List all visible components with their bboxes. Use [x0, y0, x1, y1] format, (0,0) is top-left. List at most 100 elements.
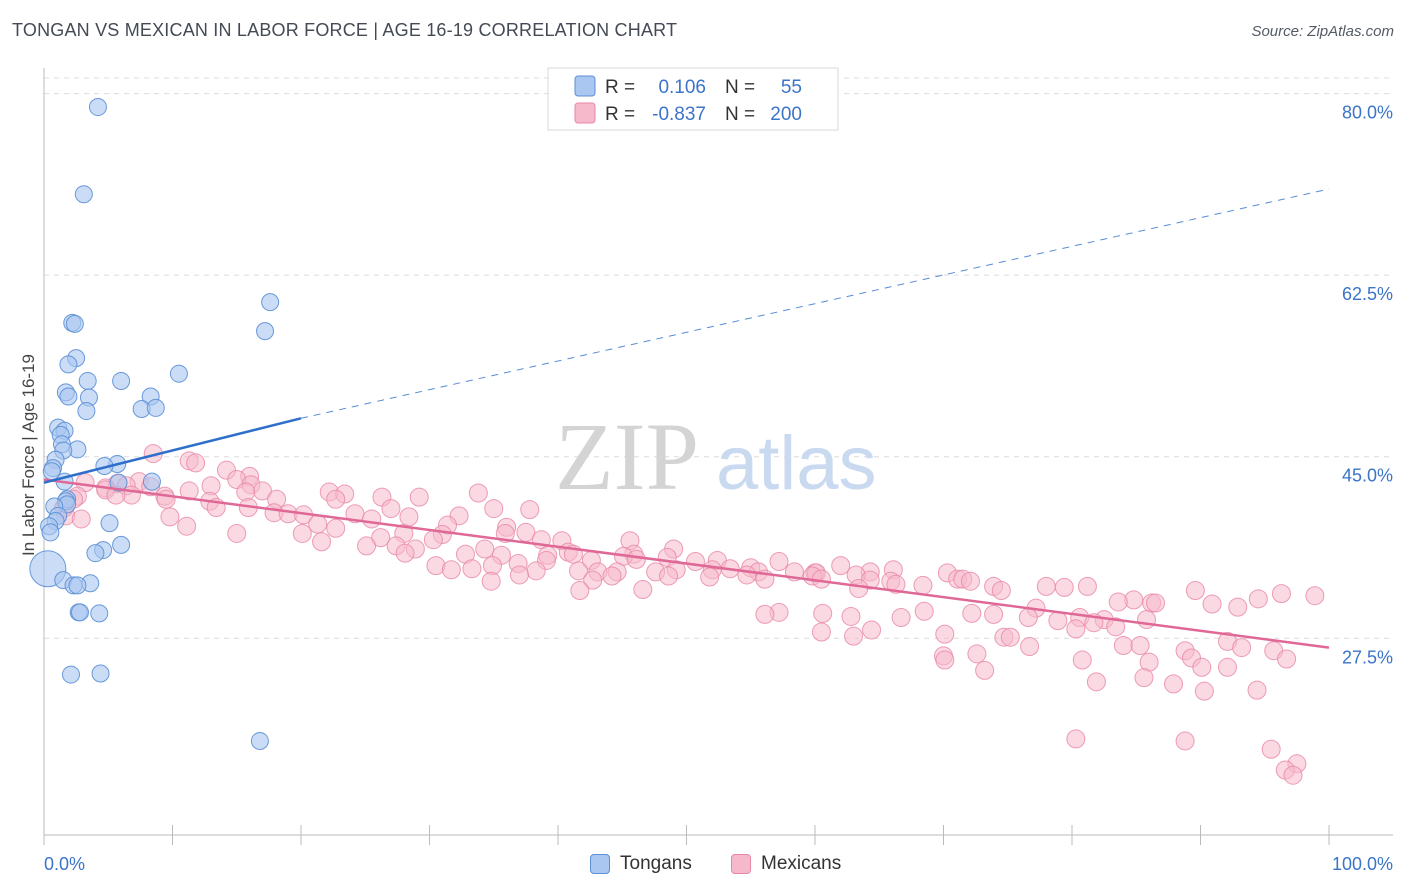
tongan-legend-swatch: [574, 75, 596, 97]
mexican-point: [1277, 649, 1297, 669]
mexican-point: [811, 622, 831, 642]
y-tick-label: 62.5%: [1342, 284, 1393, 304]
mexican-point: [1137, 610, 1157, 630]
legend-label-mexicans: Mexicans: [761, 853, 842, 874]
mexican-point: [156, 489, 176, 509]
stats-legend-box: [547, 67, 839, 131]
mexican-point: [841, 606, 861, 626]
mexican-point: [962, 603, 982, 623]
mexican-point: [227, 523, 247, 543]
tongan-point: [70, 603, 89, 622]
mexican-point: [1217, 657, 1237, 677]
mexican-point: [1146, 593, 1166, 613]
mexican-point: [1164, 674, 1184, 694]
trend-lines: [43, 188, 1330, 649]
mexican-point: [399, 507, 419, 527]
mexican-point: [886, 574, 906, 594]
tongan-point: [74, 185, 93, 204]
mexican-point: [381, 499, 401, 519]
mexican-point: [1247, 680, 1267, 700]
mexican-point: [292, 523, 312, 543]
tongan-trend-line: [43, 417, 302, 484]
mexican-r-value: -0.837: [652, 104, 706, 125]
mexican-point: [813, 603, 833, 623]
mexican-point: [1018, 608, 1038, 627]
mexican-point: [960, 571, 980, 591]
mexican-point: [1066, 729, 1086, 749]
mexican-point: [700, 567, 720, 587]
mexican-point: [1228, 597, 1248, 617]
mexican-point: [481, 571, 501, 591]
mexican-point: [569, 561, 589, 581]
mexican-point: [1134, 668, 1154, 688]
mexican-point: [984, 604, 1004, 624]
legend-label-tongans: Tongans: [620, 853, 692, 874]
mexican-point: [570, 581, 590, 601]
x-tick-label: 0.0%: [44, 854, 85, 874]
tongan-point: [61, 665, 80, 684]
tongan-n-value: 55: [781, 77, 802, 98]
mexican-point: [526, 561, 546, 581]
tongan-point: [112, 535, 131, 554]
mexican-point: [371, 528, 391, 548]
mexican-point: [811, 569, 831, 589]
tongan-point: [250, 731, 269, 750]
tongan-point: [78, 371, 97, 390]
tongan-points: [29, 98, 280, 750]
mexican-point: [441, 560, 461, 580]
tongan-point: [256, 322, 275, 341]
axes: [43, 68, 1393, 845]
legend-item-tongans: Tongans: [590, 853, 692, 875]
x-tick-label: 100.0%: [1332, 854, 1393, 874]
mexican-point: [914, 601, 934, 621]
tongans-swatch: [590, 854, 610, 874]
mexican-point: [1248, 589, 1268, 609]
mexican-point: [1077, 576, 1097, 596]
y-tick-label: 45.0%: [1342, 466, 1393, 486]
tongan-point: [59, 355, 78, 374]
mexicans-swatch: [731, 854, 751, 874]
mexican-point: [484, 499, 504, 519]
mexican-point: [1175, 731, 1195, 751]
mexican-point: [362, 509, 382, 529]
mexican-point: [475, 539, 495, 559]
mexican-point: [1054, 577, 1074, 597]
mexican-point: [236, 482, 256, 502]
mexican-point: [520, 500, 540, 520]
mexican-point: [862, 620, 882, 640]
tongan-point: [41, 523, 60, 542]
mexican-n-label: N =: [725, 104, 755, 125]
legend-item-mexicans: Mexicans: [731, 853, 841, 875]
mexican-point: [1271, 584, 1291, 604]
tongan-r-label: R =: [605, 77, 635, 98]
mexican-point: [71, 509, 91, 529]
mexican-point: [1232, 638, 1252, 658]
source-credit: Source: ZipAtlas.com: [1251, 23, 1394, 40]
mexican-point: [1113, 636, 1133, 656]
mexican-point: [659, 566, 679, 586]
tongan-point: [146, 398, 165, 417]
watermark-zip: ZIP: [555, 403, 699, 510]
mexican-point: [967, 644, 987, 664]
mexican-point: [602, 566, 622, 586]
mexican-point: [312, 532, 332, 552]
tongan-point: [100, 514, 119, 533]
mexican-point: [1036, 576, 1056, 596]
tongan-point: [77, 402, 96, 421]
mexican-point: [1130, 636, 1150, 656]
mexican-point: [1072, 650, 1092, 670]
series-legend: Tongans Mexicans: [0, 848, 1406, 880]
mexican-point: [1086, 672, 1106, 692]
mexican-point: [844, 626, 864, 646]
mexican-point: [913, 575, 933, 595]
mexican-point: [633, 579, 653, 599]
tongan-n-label: N =: [725, 77, 755, 98]
mexican-point: [1194, 681, 1214, 701]
mexican-point: [1020, 637, 1040, 657]
mexican-point: [583, 570, 603, 590]
mexican-point: [509, 565, 529, 585]
mexican-point: [1185, 581, 1205, 601]
mexican-point: [626, 549, 646, 569]
watermark-atlas: atlas: [716, 421, 877, 506]
mexican-point: [685, 551, 705, 571]
